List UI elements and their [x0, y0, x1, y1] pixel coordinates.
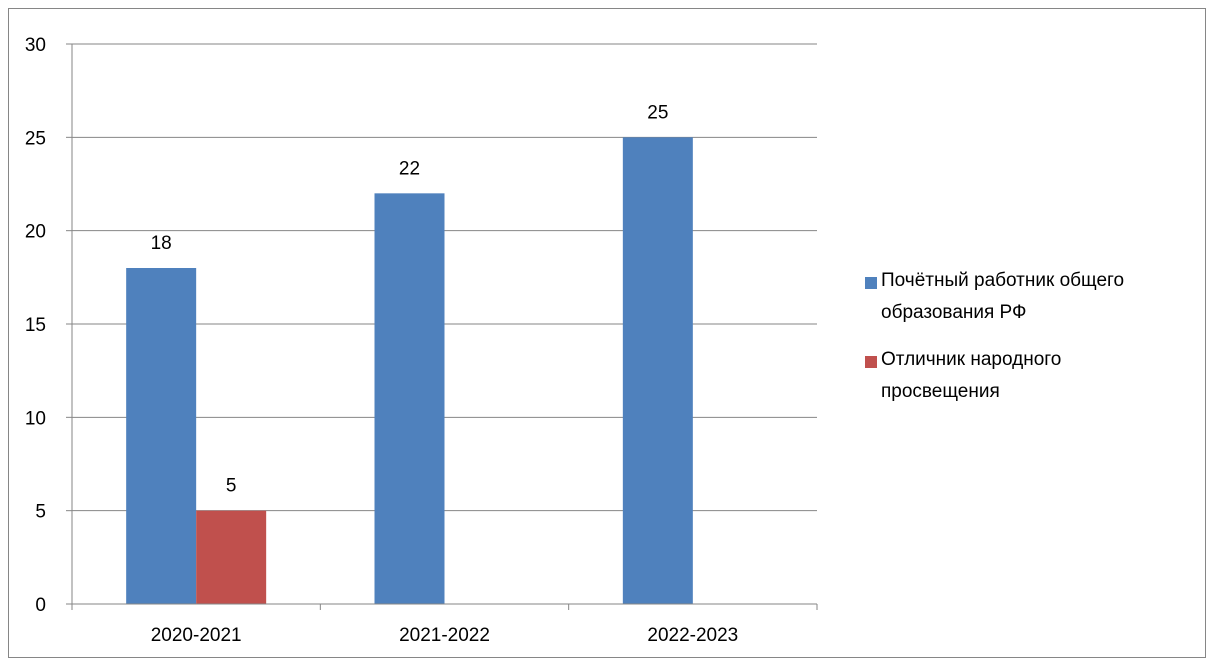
bar	[126, 268, 197, 604]
legend-label: Почётный работник общего образования РФ	[881, 270, 1124, 323]
data-label: 22	[399, 158, 420, 179]
y-tick-label: 20	[25, 222, 46, 243]
y-tick-label: 15	[25, 315, 46, 336]
x-tick-label: 2021-2022	[399, 625, 490, 646]
legend-swatch	[865, 356, 877, 368]
legend: Почётный работник общего образования РФ От…	[865, 270, 1124, 402]
y-tick-label: 30	[25, 35, 46, 56]
data-label: 25	[647, 102, 668, 123]
x-tick-label: 2020-2021	[151, 625, 242, 646]
y-tick-label: 5	[35, 502, 46, 523]
bar	[622, 137, 693, 605]
data-label: 5	[226, 476, 237, 497]
bar	[196, 510, 267, 604]
legend-label: Отличник народного просвещения	[881, 349, 1061, 402]
bars	[126, 137, 693, 605]
legend-swatch	[865, 277, 877, 289]
labels: 0 5 10 15 20 25 30 18 5 2020-2021 22 2021-2022 25 202…	[25, 35, 738, 646]
y-tick-label: 25	[25, 128, 46, 149]
bar	[374, 193, 445, 605]
y-tick-label: 0	[35, 595, 46, 616]
y-tick-label: 10	[25, 408, 46, 429]
data-label: 18	[151, 233, 172, 254]
axes	[66, 43, 818, 610]
x-tick-label: 2022-2023	[647, 625, 738, 646]
